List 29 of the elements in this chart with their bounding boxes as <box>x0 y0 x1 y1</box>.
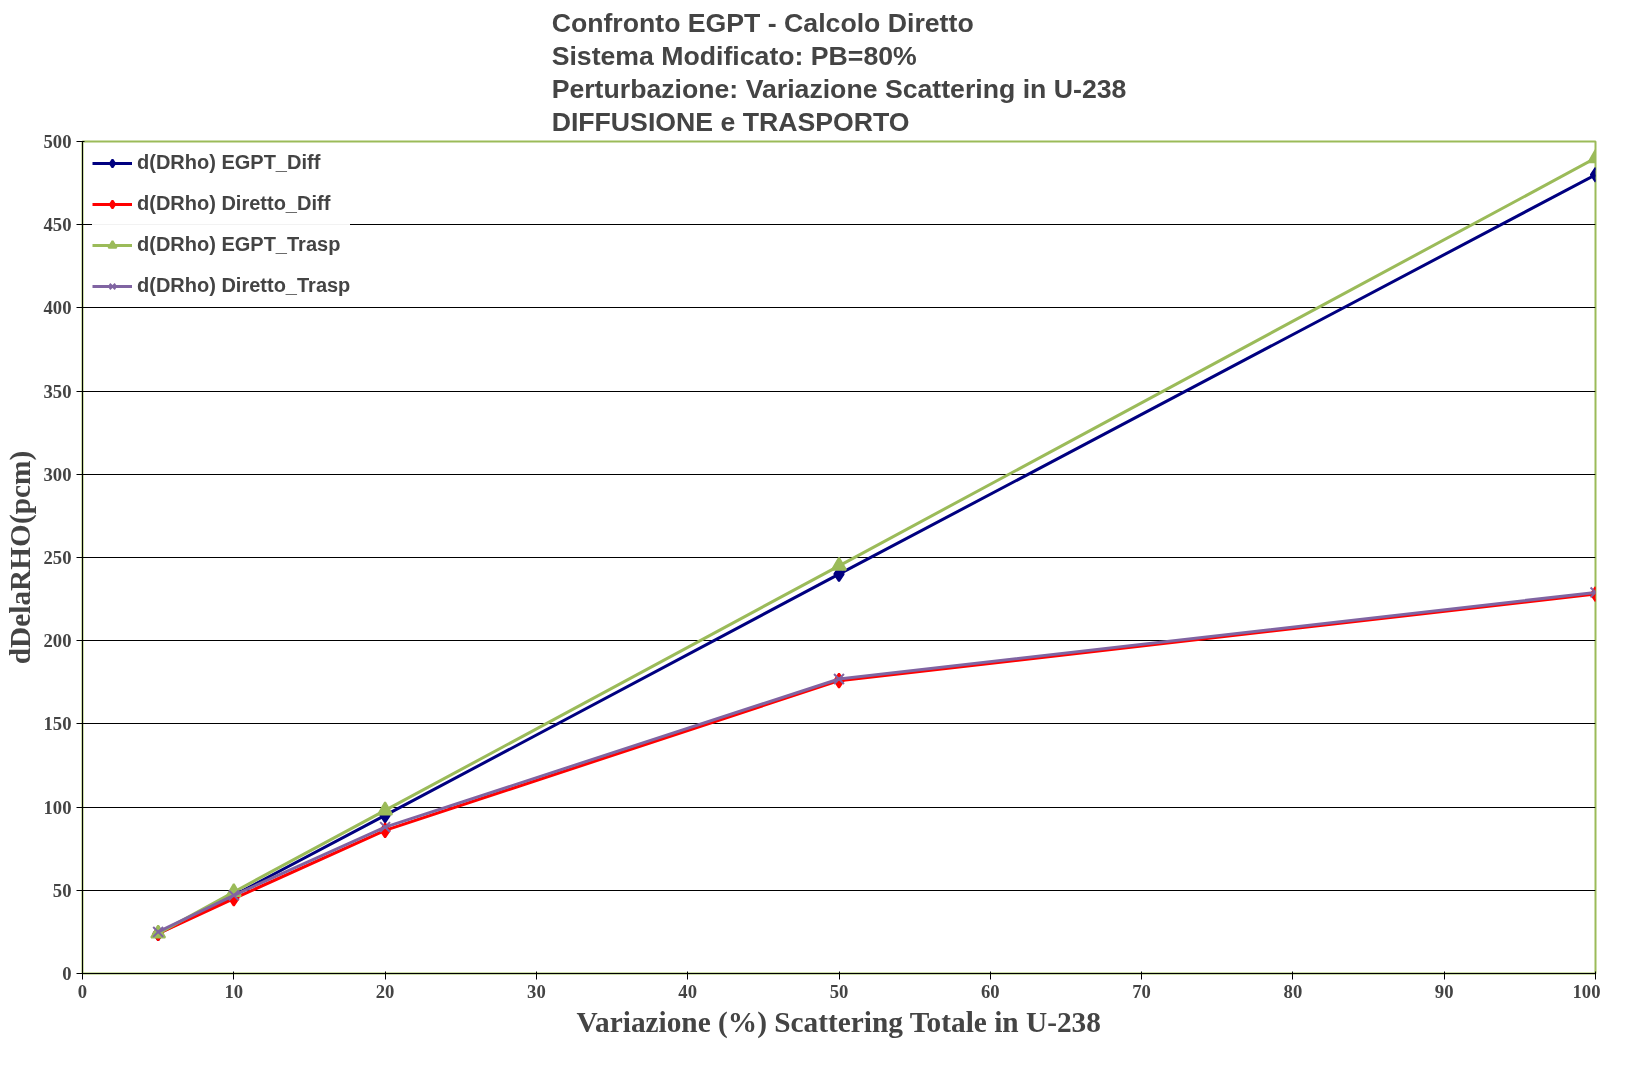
x-tick-label: 40 <box>678 980 698 1002</box>
x-tick-label: 80 <box>1283 980 1303 1002</box>
legend-label: d(DRho) EGPT_Diff <box>137 151 321 174</box>
y-tick-label: 100 <box>43 796 72 818</box>
x-tick-label: 70 <box>1132 980 1151 1002</box>
legend-label: d(DRho) Diretto_Diff <box>137 192 331 215</box>
y-tick-label: 450 <box>43 214 72 236</box>
y-tick-label: 500 <box>43 131 72 152</box>
x-tick-label: 0 <box>77 980 88 1002</box>
y-tick-label: 350 <box>43 380 72 402</box>
y-tick-label: 250 <box>43 547 72 568</box>
y-tick-label: 400 <box>43 297 72 319</box>
x-tick-label: 10 <box>224 980 244 1002</box>
y-tick-label: 300 <box>43 463 72 485</box>
x-axis-title: Variazione (%) Scattering Totale in U-238 <box>576 1005 1101 1039</box>
x-tick-label: 30 <box>527 980 546 1002</box>
legend-label: d(DRho) Diretto_Trasp <box>137 274 351 297</box>
y-tick-label: 50 <box>52 879 72 901</box>
x-tick-label: 60 <box>980 980 1000 1002</box>
y-tick-label: 150 <box>43 713 72 735</box>
y-axis-title: dDelaRHO(pcm) <box>3 450 37 665</box>
legend-label: d(DRho) EGPT_Trasp <box>137 233 341 256</box>
x-tick-label: 50 <box>829 980 849 1002</box>
y-tick-label: 0 <box>62 963 72 984</box>
x-tick-label: 20 <box>375 980 395 1002</box>
y-tick-label: 200 <box>43 630 72 652</box>
chart-title: Confronto EGPT - Calcolo Diretto Sistema Modificato: PB=80% Perturbazione: Variazione Scattering in U-238 DIFFUSIONE e TRASPORTO <box>551 7 1127 137</box>
x-tick-label: 100 <box>1572 980 1601 1002</box>
x-tick-label: 90 <box>1434 980 1454 1002</box>
